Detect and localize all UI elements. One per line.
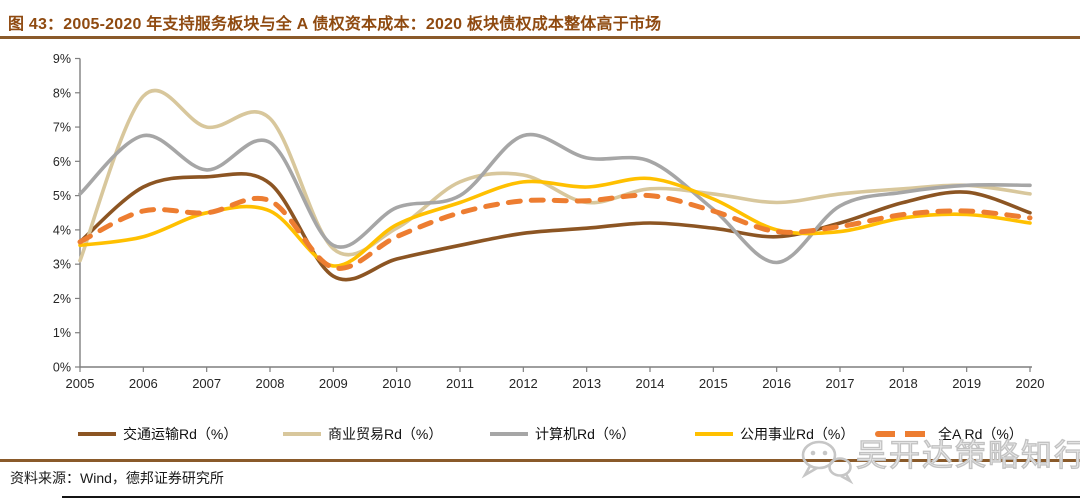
watermark-text: 吴开达策略知行 (855, 437, 1080, 473)
title-divider (0, 36, 1080, 39)
series-line-transport (78, 171, 1032, 282)
y-tick-label: 2% (53, 292, 71, 306)
footer-divider (0, 459, 1080, 462)
series-line-computer (78, 132, 1032, 265)
watermark: 吴开达策略知行 (798, 430, 1080, 486)
legend-item-transport: 交通运输Rd（%） (78, 425, 237, 443)
x-tick-label: 2020 (1016, 376, 1045, 391)
legend-label-utilities: 公用事业Rd（%） (740, 426, 855, 442)
x-tick-label: 2011 (446, 376, 474, 391)
y-tick-label: 7% (53, 121, 71, 135)
series-line-retail (78, 88, 1032, 263)
axis-lines (79, 58, 1032, 368)
x-tick-label: 2012 (509, 376, 538, 391)
x-tick-label: 2005 (66, 376, 95, 391)
y-tick-label: 4% (53, 223, 71, 237)
x-tick-label: 2017 (826, 376, 855, 391)
legend-item-retail: 商业贸易Rd（%） (283, 425, 442, 443)
x-tick-label: 2014 (636, 376, 665, 391)
legend-swatch-transport (78, 432, 116, 436)
legend-swatch-utilities (695, 432, 733, 436)
wechat-logo-icon (801, 440, 854, 485)
y-tick-label: 3% (53, 258, 71, 272)
y-tick-label: 8% (53, 86, 71, 100)
x-tick-label: 2009 (319, 376, 348, 391)
x-tick-label: 2007 (192, 376, 221, 391)
series-line-utilities (78, 176, 1032, 268)
legend-item-computer: 计算机Rd（%） (490, 425, 635, 443)
legend-swatch-all-a (875, 431, 931, 437)
x-tick-label: 2008 (256, 376, 285, 391)
legend-swatch-computer (490, 432, 528, 436)
legend-label-retail: 商业贸易Rd（%） (328, 426, 443, 442)
legend-label-all-a: 全A Rd（%） (938, 426, 1023, 442)
x-tick-label: 2015 (699, 376, 728, 391)
x-tick-label: 2016 (762, 376, 791, 391)
figure-title: 图 43：2005-2020 年支持服务板块与全 A 债权资本成本：2020 板… (8, 16, 662, 33)
legend-label-computer: 计算机Rd（%） (535, 426, 636, 442)
legend-item-utilities: 公用事业Rd（%） (695, 425, 854, 443)
legend-label-transport: 交通运输Rd（%） (123, 426, 238, 442)
legend-item-all-a: 全A Rd（%） (875, 425, 1023, 443)
x-tick-label: 2013 (572, 376, 601, 391)
series-line-all-a (77, 192, 1033, 271)
legend-swatch-retail (283, 432, 321, 436)
x-tick-label: 2019 (952, 376, 981, 391)
y-tick-label: 5% (53, 189, 71, 203)
y-tick-label: 1% (53, 326, 71, 340)
y-tick-label: 6% (53, 155, 71, 169)
source-note: 资料来源：Wind，德邦证券研究所 (10, 470, 224, 486)
y-tick-label: 9% (53, 52, 71, 66)
page-bottom-border (62, 496, 1080, 498)
x-tick-label: 2006 (129, 376, 158, 391)
x-tick-label: 2018 (889, 376, 918, 391)
y-tick-label: 0% (53, 361, 71, 375)
x-tick-label: 2010 (382, 376, 411, 391)
